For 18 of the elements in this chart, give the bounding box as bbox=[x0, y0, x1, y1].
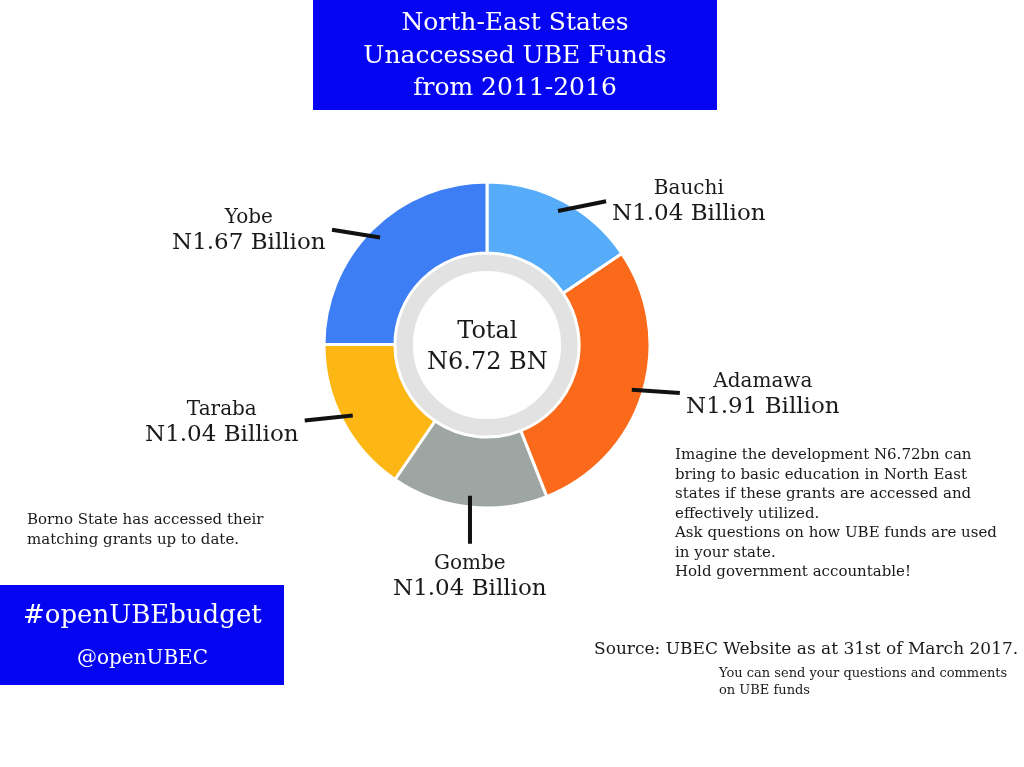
data-label: N1.91 Billion bbox=[686, 392, 840, 418]
slice-label: Taraba bbox=[186, 396, 257, 420]
source-note: Source: UBEC Website as at 31st of March 2017. bbox=[594, 638, 1019, 658]
slice-label: Adamawa bbox=[712, 368, 813, 392]
text: You can send your questions and comments on UBE funds bbox=[718, 665, 1008, 697]
text: @openUBEC bbox=[77, 645, 209, 669]
data-label: N1.04 Billion bbox=[393, 574, 547, 600]
data-label: N1.04 Billion bbox=[612, 199, 766, 225]
text: #openUBEbudget bbox=[23, 599, 263, 629]
chart-title: North-East States Unaccessed UBE Funds from 2011-2016 bbox=[363, 7, 667, 101]
text: Total N6.72 BN bbox=[427, 316, 548, 376]
data-label: N1.04 Billion bbox=[145, 420, 299, 446]
text: Borno State has accessed their matching grants up to date. bbox=[27, 510, 265, 548]
slice-label: Bauchi bbox=[653, 175, 724, 199]
slice-label: Gombe bbox=[434, 550, 506, 574]
slice-label: Yobe bbox=[223, 204, 273, 228]
text: Imagine the development N6.72bn can bring to basic education in North East states if these grants are accessed and effectively utilized. Ask questions on how UBE funds are used in your state. Hold government accountable! bbox=[674, 445, 998, 580]
data-label: N1.67 Billion bbox=[172, 228, 326, 254]
